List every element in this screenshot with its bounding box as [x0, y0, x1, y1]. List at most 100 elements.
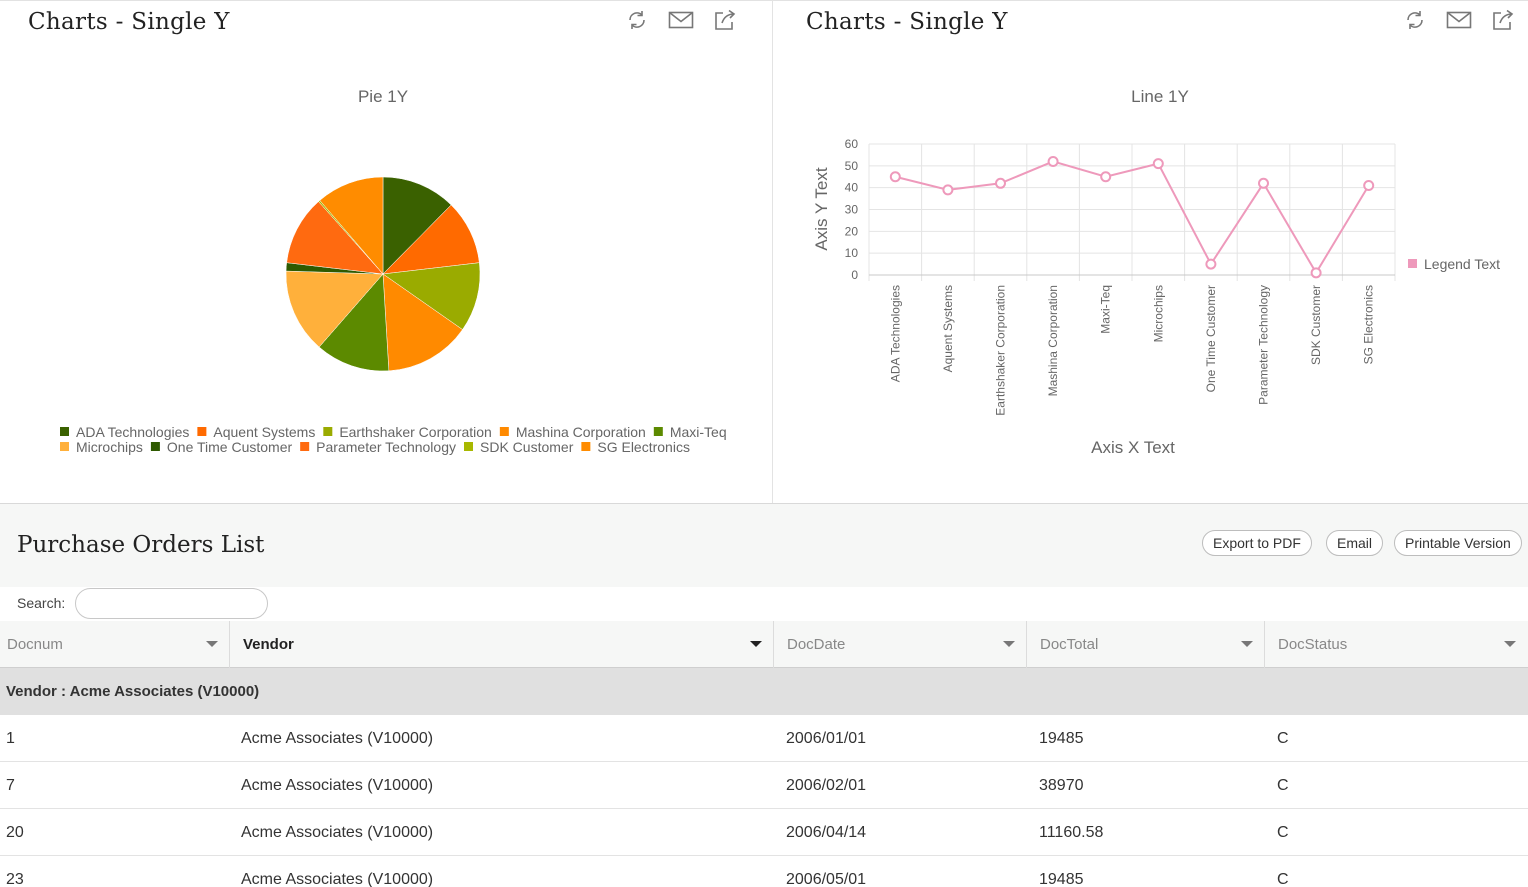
refresh-icon[interactable] [624, 7, 650, 33]
pie-slice[interactable] [286, 201, 384, 275]
purchase-orders-header: Purchase Orders List Export to PDF Email… [0, 504, 1528, 587]
data-point[interactable] [1047, 155, 1059, 167]
x-tick-label: ADA Technologies [888, 285, 902, 382]
table-row[interactable]: 7 Acme Associates (V10000) 2006/02/01 38… [0, 762, 1528, 809]
cell-vendor: Acme Associates (V10000) [241, 871, 434, 887]
cell-docnum: 23 [6, 871, 24, 887]
legend-swatch[interactable] [653, 427, 663, 436]
pie-slice[interactable] [319, 176, 384, 275]
section-divider [0, 503, 1528, 504]
chevron-down-icon[interactable] [750, 641, 762, 647]
legend-swatch[interactable] [150, 442, 160, 451]
export-icon[interactable] [712, 7, 738, 33]
data-point[interactable] [1258, 177, 1269, 189]
group-row-vendor[interactable]: Vendor : Acme Associates (V10000) [0, 668, 1528, 715]
y-tick-label: 10 [845, 246, 859, 260]
legend-label: Legend Text [1424, 256, 1500, 272]
chevron-down-icon[interactable] [1504, 641, 1516, 647]
legend-swatch[interactable] [581, 442, 591, 451]
cell-docstatus: C [1277, 871, 1289, 887]
pie-slice[interactable] [382, 176, 452, 275]
cell-docnum: 1 [6, 730, 15, 747]
y-tick-label: 30 [845, 203, 859, 217]
y-axis-label: Axis Y Text [812, 167, 831, 250]
column-header-docstatus[interactable]: DocStatus [1265, 621, 1528, 668]
pie-chart-panel: Charts - Single Y Pie 1Y ADA Technologie… [0, 0, 772, 503]
column-header-docdate[interactable]: DocDate [774, 621, 1027, 668]
data-point[interactable] [995, 177, 1006, 189]
column-header-doctotal[interactable]: DocTotal [1027, 621, 1265, 668]
legend-label[interactable]: SDK Customer [480, 439, 574, 455]
legend-swatch[interactable] [464, 442, 473, 451]
refresh-icon[interactable] [1402, 7, 1428, 33]
cell-docdate: 2006/02/01 [786, 777, 867, 794]
data-point[interactable] [889, 171, 901, 183]
y-tick-label: 0 [851, 268, 858, 282]
chevron-down-icon[interactable] [206, 641, 218, 647]
legend-label[interactable]: ADA Technologies [76, 424, 189, 440]
table-row[interactable]: 20 Acme Associates (V10000) 2006/04/14 1… [0, 809, 1528, 856]
email-icon[interactable] [668, 7, 694, 33]
legend-label[interactable]: Parameter Technology [316, 439, 456, 455]
search-label: Search: [17, 595, 66, 611]
data-point[interactable] [1310, 267, 1322, 279]
cell-docdate: 2006/04/14 [786, 824, 867, 841]
cell-docstatus: C [1277, 824, 1289, 841]
column-header-label: DocDate [787, 636, 846, 653]
legend-label[interactable]: Earthshaker Corporation [339, 424, 492, 440]
legend-label[interactable]: Microchips [76, 439, 143, 455]
y-tick-label: 60 [845, 137, 859, 151]
pie-slice[interactable] [285, 270, 384, 348]
chevron-down-icon[interactable] [1003, 641, 1015, 647]
x-tick-label: Parameter Technology [1257, 285, 1271, 405]
cell-docstatus: C [1277, 777, 1289, 794]
purchase-orders-section: Purchase Orders List Export to PDF Email… [0, 504, 1528, 887]
chevron-down-icon[interactable] [1241, 641, 1253, 647]
legend-label[interactable]: Mashina Corporation [516, 424, 646, 440]
printable-version-button[interactable]: Printable Version [1394, 530, 1522, 556]
x-tick-label: SG Electronics [1362, 285, 1376, 364]
cell-docstatus: C [1277, 730, 1289, 747]
panel-title: Charts - Single Y [28, 9, 230, 35]
purchase-orders-table: Docnum Vendor DocDate DocTotal DocStatus… [0, 621, 1528, 887]
data-point[interactable] [1363, 179, 1375, 191]
page-title: Purchase Orders List [17, 532, 265, 558]
column-header-label: DocTotal [1040, 636, 1099, 653]
data-point[interactable] [942, 184, 954, 196]
cell-doctotal: 11160.58 [1039, 824, 1104, 841]
pie-chart-title: Pie 1Y [358, 87, 408, 106]
legend-swatch[interactable] [323, 427, 333, 436]
data-point[interactable] [1152, 158, 1164, 170]
email-icon[interactable] [1446, 7, 1472, 33]
column-header-docnum[interactable]: Docnum [0, 621, 230, 668]
export-icon[interactable] [1490, 7, 1516, 33]
column-header-vendor[interactable]: Vendor [230, 621, 774, 668]
legend-label[interactable]: SG Electronics [597, 439, 690, 455]
pie-slice[interactable] [382, 262, 481, 330]
data-point[interactable] [1205, 258, 1217, 270]
legend-swatch[interactable] [499, 427, 509, 436]
legend-swatch[interactable] [60, 427, 69, 436]
cell-doctotal: 38970 [1039, 777, 1084, 794]
panel-title: Charts - Single Y [806, 9, 1008, 35]
pie-slice[interactable] [318, 273, 390, 372]
pie-chart: Pie 1Y ADA Technologies Aquent Systems Ear… [60, 87, 727, 455]
table-row[interactable]: 1 Acme Associates (V10000) 2006/01/01 19… [0, 715, 1528, 762]
legend-swatch[interactable] [197, 427, 207, 436]
search-input[interactable] [75, 588, 268, 619]
table-row[interactable]: 23 Acme Associates (V10000) 2006/05/01 1… [0, 856, 1528, 887]
pie-slice[interactable] [382, 273, 463, 372]
email-button[interactable]: Email [1326, 530, 1384, 556]
cell-docdate: 2006/05/01 [786, 871, 867, 887]
line-chart: Line 1Y 0 10 20 30 40 50 60 ADA Technologies Aq… [812, 87, 1500, 457]
legend-swatch[interactable] [300, 442, 310, 451]
legend-label[interactable]: Maxi-Teq [670, 424, 727, 440]
x-tick-label: Maxi-Teq [1099, 285, 1113, 334]
export-pdf-button[interactable]: Export to PDF [1202, 530, 1312, 556]
legend-label[interactable]: One Time Customer [167, 439, 293, 455]
data-point[interactable] [1100, 171, 1112, 183]
legend-swatch[interactable] [60, 442, 69, 451]
series-line [895, 160, 1370, 275]
legend-label[interactable]: Aquent Systems [213, 424, 315, 440]
cell-docnum: 20 [6, 824, 24, 841]
